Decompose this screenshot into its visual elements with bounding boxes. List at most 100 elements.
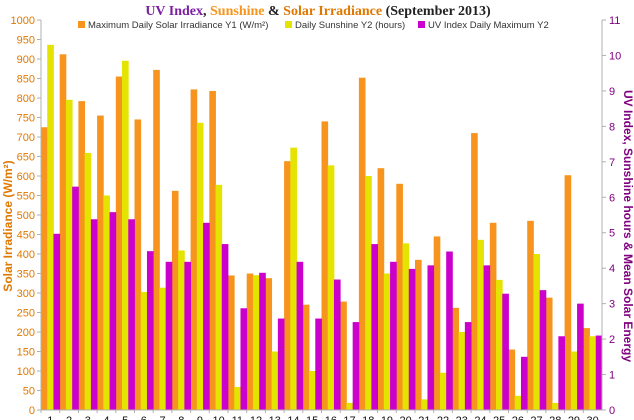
y2-tick-label: 1 <box>609 370 615 382</box>
x-tick-label: 30 <box>587 415 599 420</box>
uv-bar-19 <box>390 261 397 410</box>
y2-tick-label: 4 <box>609 263 615 275</box>
uv-bar-10 <box>221 244 229 410</box>
uv-bar-21 <box>427 265 435 410</box>
x-tick-label: 8 <box>178 415 184 420</box>
irradiance-bar-23 <box>452 307 460 410</box>
irradiance-bar-27 <box>527 220 534 410</box>
irradiance-bar-25 <box>489 222 497 410</box>
y-axis-title: Solar Irradiance (W/m²) <box>1 160 15 291</box>
y-tick-label: 500 <box>17 210 35 222</box>
uv-bar-4 <box>109 212 117 410</box>
x-tick-label: 5 <box>122 415 128 420</box>
sunshine-bar-14 <box>290 147 297 410</box>
uv-bar-27 <box>539 290 547 410</box>
y2-tick-label: 10 <box>609 50 621 62</box>
title-solar-irradiance: Solar Irradiance <box>283 4 382 19</box>
irradiance-bar-24 <box>471 133 478 410</box>
irradiance-bar-3 <box>78 101 86 411</box>
y-tick-label: 900 <box>17 54 35 66</box>
y2-tick-label: 0 <box>609 405 615 417</box>
y-tick-label: 550 <box>17 191 35 203</box>
y2-tick-label: 5 <box>609 228 615 240</box>
x-tick-label: 13 <box>269 415 281 420</box>
x-tick-label: 6 <box>141 415 147 420</box>
irradiance-bar-26 <box>508 349 516 410</box>
legend: Maximum Daily Solar Irradiance Y1 (W/m²)… <box>78 20 549 31</box>
sunshine-bar-24 <box>477 239 484 410</box>
y-tick-label: 700 <box>17 132 35 144</box>
y-tick-label: 950 <box>17 35 35 47</box>
y2-tick-label: 9 <box>609 86 615 98</box>
sunshine-bar-21 <box>421 399 428 410</box>
irradiance-bar-1 <box>41 127 48 410</box>
irradiance-bar-22 <box>433 236 441 410</box>
ticks-group: 0501001502002503003504004505005506006507… <box>11 15 622 420</box>
uv-bar-3 <box>90 219 98 410</box>
irradiance-bar-4 <box>97 115 104 411</box>
irradiance-bar-17 <box>340 301 347 410</box>
irradiance-bar-5 <box>115 76 123 411</box>
x-tick-label: 29 <box>568 415 580 420</box>
irradiance-bar-13 <box>265 278 273 410</box>
y-tick-label: 0 <box>29 405 35 417</box>
legend-label-sunshine: Daily Sunshine Y2 (hours) <box>295 20 405 31</box>
irradiance-bar-28 <box>545 297 553 410</box>
y-tick-label: 750 <box>17 113 35 125</box>
y2-tick-label: 6 <box>609 192 615 204</box>
uv-bar-15 <box>315 318 322 410</box>
sunshine-bar-29 <box>570 351 578 410</box>
irradiance-bar-19 <box>377 168 385 410</box>
x-tick-label: 4 <box>103 415 109 420</box>
y2-tick-label: 11 <box>609 15 620 27</box>
uv-bar-5 <box>128 219 135 410</box>
uv-bar-6 <box>146 251 154 410</box>
sunshine-bar-2 <box>65 99 73 411</box>
sunshine-bar-15 <box>309 371 316 410</box>
sunshine-bar-17 <box>346 402 354 410</box>
irradiance-bar-14 <box>284 161 291 410</box>
y-tick-label: 850 <box>17 74 35 86</box>
title-uv-index: UV Index <box>145 4 203 19</box>
y-tick-label: 250 <box>17 308 35 320</box>
y-tick-label: 650 <box>17 152 35 164</box>
x-tick-label: 19 <box>381 415 393 420</box>
sunshine-bar-19 <box>383 273 391 410</box>
bars-group <box>41 44 603 411</box>
uv-bar-11 <box>240 308 248 410</box>
y2-tick-label: 7 <box>609 157 615 169</box>
irradiance-bar-9 <box>190 89 198 411</box>
y-tick-label: 150 <box>17 347 35 359</box>
uv-bar-16 <box>333 279 341 410</box>
uv-bar-23 <box>464 322 472 410</box>
sunshine-bar-12 <box>252 275 260 410</box>
uv-bar-7 <box>165 261 173 410</box>
x-tick-label: 17 <box>343 415 355 420</box>
x-tick-label: 26 <box>512 415 524 420</box>
y-tick-label: 100 <box>17 366 35 378</box>
uv-bar-9 <box>203 222 210 410</box>
sunshine-bar-1 <box>47 44 54 410</box>
sunshine-bar-23 <box>458 332 466 410</box>
y2-tick-label: 2 <box>609 334 615 346</box>
irradiance-bar-18 <box>358 77 366 410</box>
sunshine-bar-20 <box>402 243 410 410</box>
x-tick-label: 14 <box>287 415 299 420</box>
y2-tick-label: 8 <box>609 121 615 133</box>
sunshine-bar-18 <box>365 176 372 410</box>
uv-bar-28 <box>558 336 565 410</box>
title-sep-1: , <box>203 4 210 19</box>
sunshine-bar-30 <box>589 336 597 410</box>
y-tick-label: 300 <box>17 288 35 300</box>
title-sunshine: Sunshine <box>210 4 264 19</box>
sunshine-bar-26 <box>514 395 522 410</box>
x-tick-label: 9 <box>197 415 203 420</box>
uv-bar-2 <box>72 186 79 410</box>
uv-bar-20 <box>408 268 416 410</box>
x-tick-label: 10 <box>213 415 225 420</box>
sunshine-bar-8 <box>178 250 185 410</box>
sunshine-bar-9 <box>196 122 204 410</box>
uv-bar-25 <box>502 293 509 410</box>
y-tick-label: 800 <box>17 93 35 105</box>
